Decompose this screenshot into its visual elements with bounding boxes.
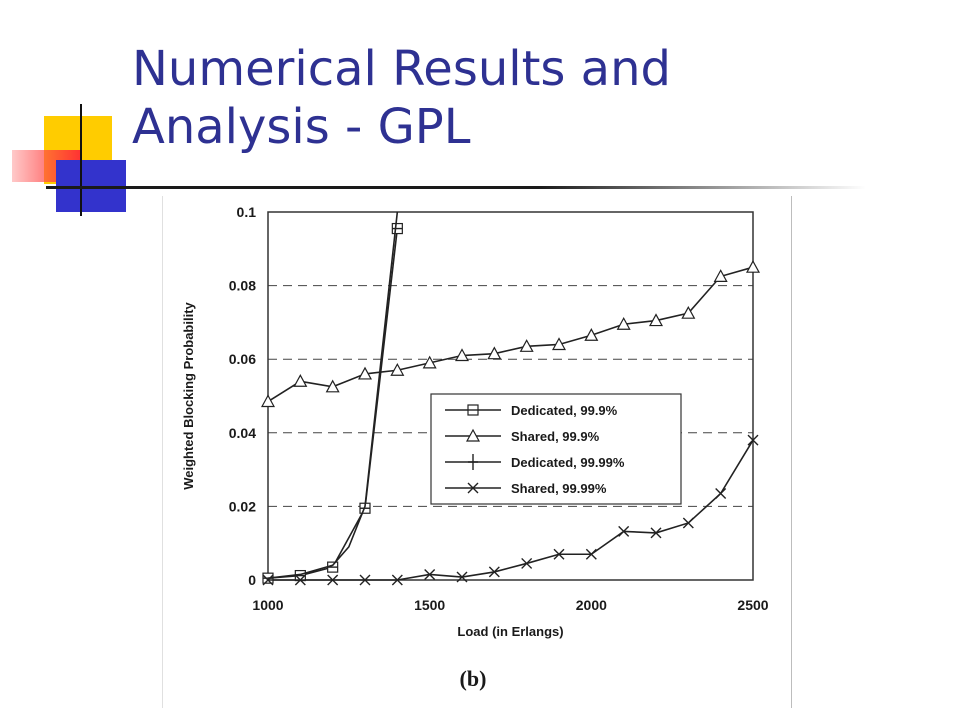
y-tick-label: 0: [248, 572, 256, 588]
data-point: [747, 434, 759, 446]
data-point: [745, 259, 761, 273]
data-point: [551, 337, 567, 351]
y-tick-label: 0.02: [229, 498, 256, 514]
data-point: [465, 428, 481, 442]
data-point: [391, 222, 403, 235]
legend-label: Dedicated, 99.9%: [511, 403, 618, 418]
data-point: [294, 574, 306, 586]
data-point: [454, 348, 470, 362]
legend-label: Shared, 99.99%: [511, 481, 607, 496]
figure-sublabel: (b): [460, 666, 487, 691]
x-tick-label: 1000: [252, 597, 283, 613]
x-axis-label: Load (in Erlangs): [457, 624, 563, 639]
data-point: [616, 316, 631, 330]
data-point: [488, 566, 500, 578]
chart-figure: 0 0.02 0.04 0.06 0.08 0.1 1000 1500 2000 2500 We…: [162, 196, 792, 708]
series-layer: [260, 211, 761, 586]
data-point: [715, 488, 727, 500]
legend-label: Dedicated, 99.99%: [511, 455, 625, 470]
data-point: [327, 561, 339, 573]
data-point: [650, 527, 662, 539]
data-point: [359, 574, 371, 586]
y-tick-label: 0.06: [229, 351, 256, 367]
series-line: [267, 266, 754, 403]
slide-title: Numerical Results and Analysis - GPL: [132, 40, 932, 156]
data-point: [681, 305, 696, 319]
data-point: [424, 568, 436, 580]
data-point: [584, 328, 599, 341]
data-point: [713, 269, 728, 283]
data-point: [468, 454, 478, 470]
slide-title-line-2: Analysis - GPL: [132, 99, 471, 155]
y-tick-labels: 0 0.02 0.04 0.06 0.08 0.1: [229, 204, 256, 588]
x-tick-label: 2000: [576, 597, 607, 613]
decorative-vertical-line: [80, 104, 82, 216]
series-4: [262, 434, 759, 586]
chart-legend: Dedicated, 99.9% Shared, 99.9% Dedicated, …: [430, 393, 682, 505]
legend-label: Shared, 99.9%: [511, 429, 600, 444]
data-point: [390, 362, 405, 376]
data-point: [456, 571, 468, 583]
blocking-probability-chart: 0 0.02 0.04 0.06 0.08 0.1 1000 1500 2000 2500 We…: [181, 204, 769, 691]
series-line: [267, 211, 399, 579]
data-point: [467, 404, 479, 416]
data-point: [467, 482, 479, 494]
data-point: [648, 313, 664, 327]
series-3: [267, 211, 399, 579]
data-point: [519, 339, 534, 352]
legend-entry: Shared, 99.9%: [445, 428, 600, 444]
x-tick-label: 2500: [737, 597, 768, 613]
data-point: [585, 548, 597, 560]
data-point: [422, 355, 437, 369]
data-point: [553, 548, 565, 560]
x-tick-label: 1500: [414, 597, 445, 613]
data-point: [327, 574, 339, 586]
y-axis-label: Weighted Blocking Probability: [181, 301, 196, 489]
data-point: [487, 346, 502, 360]
data-point: [262, 574, 274, 586]
data-point: [293, 374, 308, 387]
series-2: [260, 259, 761, 408]
data-point: [260, 394, 276, 408]
legend-entry: Dedicated, 99.99%: [445, 454, 625, 470]
data-point: [682, 517, 694, 529]
data-point: [521, 557, 533, 569]
legend-entry: Shared, 99.99%: [445, 481, 607, 496]
slide-title-line-1: Numerical Results and: [132, 41, 671, 97]
series-1: [262, 222, 403, 584]
y-tick-label: 0.08: [229, 278, 256, 294]
legend-entry: Dedicated, 99.9%: [445, 403, 618, 418]
x-tick-labels: 1000 1500 2000 2500: [252, 597, 768, 613]
y-tick-label: 0.04: [229, 425, 256, 441]
data-point: [618, 525, 630, 537]
y-tick-label: 0.1: [237, 204, 257, 220]
series-line: [268, 439, 754, 581]
series-line: [267, 228, 399, 579]
data-point: [391, 574, 403, 586]
data-point: [325, 379, 340, 393]
data-point: [357, 366, 373, 380]
title-underline: [46, 186, 866, 189]
